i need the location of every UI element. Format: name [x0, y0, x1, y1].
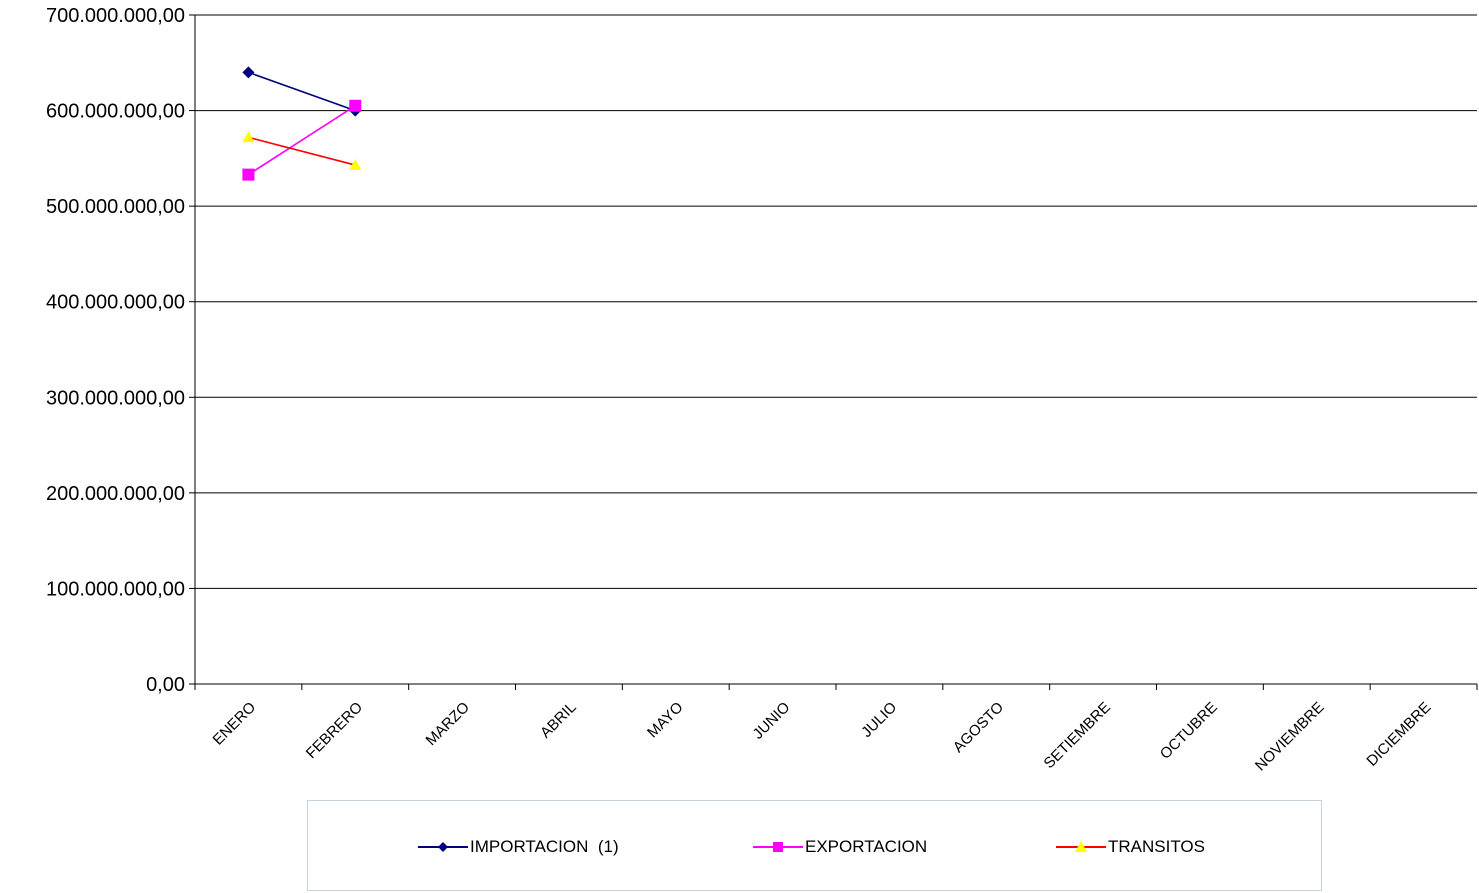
- chart-canvas: 0,00 100.000.000,00 200.000.000,00 300.000.…: [46, 5, 1478, 775]
- y-tick-label: 700.000.000,00: [46, 5, 185, 27]
- legend-swatch: [753, 842, 803, 852]
- series-line: [248, 71, 356, 112]
- legend-label: EXPORTACION: [805, 837, 928, 856]
- legend-item: IMPORTACION (1): [418, 837, 619, 857]
- data-point: [349, 99, 362, 112]
- legend-marker: [1075, 841, 1087, 852]
- data-point: [349, 159, 362, 170]
- legend-label: TRANSITOS: [1108, 837, 1205, 856]
- x-tick-label: JUNIO: [750, 699, 794, 743]
- chart-legend: IMPORTACION (1) EXPORTACION TRANSITOS: [307, 800, 1322, 891]
- x-tick-label: ENERO: [210, 699, 260, 749]
- legend-marker: [773, 842, 783, 852]
- y-tick-label: 300.000.000,00: [46, 387, 185, 409]
- y-tick-label: 200.000.000,00: [46, 483, 185, 505]
- x-tick-label: AGOSTO: [950, 699, 1007, 756]
- legend-swatch: [418, 842, 468, 852]
- legend-marker: [438, 842, 448, 852]
- x-tick-label: OCTUBRE: [1157, 699, 1221, 763]
- y-tick-label: 500.000.000,00: [46, 196, 185, 218]
- x-tick-label: FEBRERO: [303, 699, 366, 762]
- x-tick-label: MARZO: [423, 699, 473, 749]
- x-tick-label: JULIO: [858, 699, 900, 741]
- y-tick-label: 100.000.000,00: [46, 578, 185, 600]
- legend-label: IMPORTACION (1): [470, 837, 619, 856]
- y-tick-label: 0,00: [146, 674, 185, 696]
- x-tick-label: SETIEMBRE: [1041, 699, 1114, 772]
- legend-item: EXPORTACION: [753, 837, 927, 857]
- series-line: [247, 105, 356, 176]
- x-tick-label: NOVIEMBRE: [1252, 699, 1328, 775]
- x-tick-label: ABRIL: [537, 699, 580, 742]
- legend-swatch: [1056, 841, 1106, 852]
- y-tick-label: 400.000.000,00: [46, 292, 185, 314]
- x-tick-label: MAYO: [644, 699, 686, 741]
- series-line: [248, 136, 356, 166]
- y-tick-label: 600.000.000,00: [46, 101, 185, 123]
- data-point: [242, 66, 255, 79]
- data-point: [242, 168, 255, 181]
- data-point: [242, 131, 255, 143]
- x-tick-label: DICIEMBRE: [1363, 699, 1434, 770]
- legend-item: TRANSITOS: [1056, 837, 1205, 857]
